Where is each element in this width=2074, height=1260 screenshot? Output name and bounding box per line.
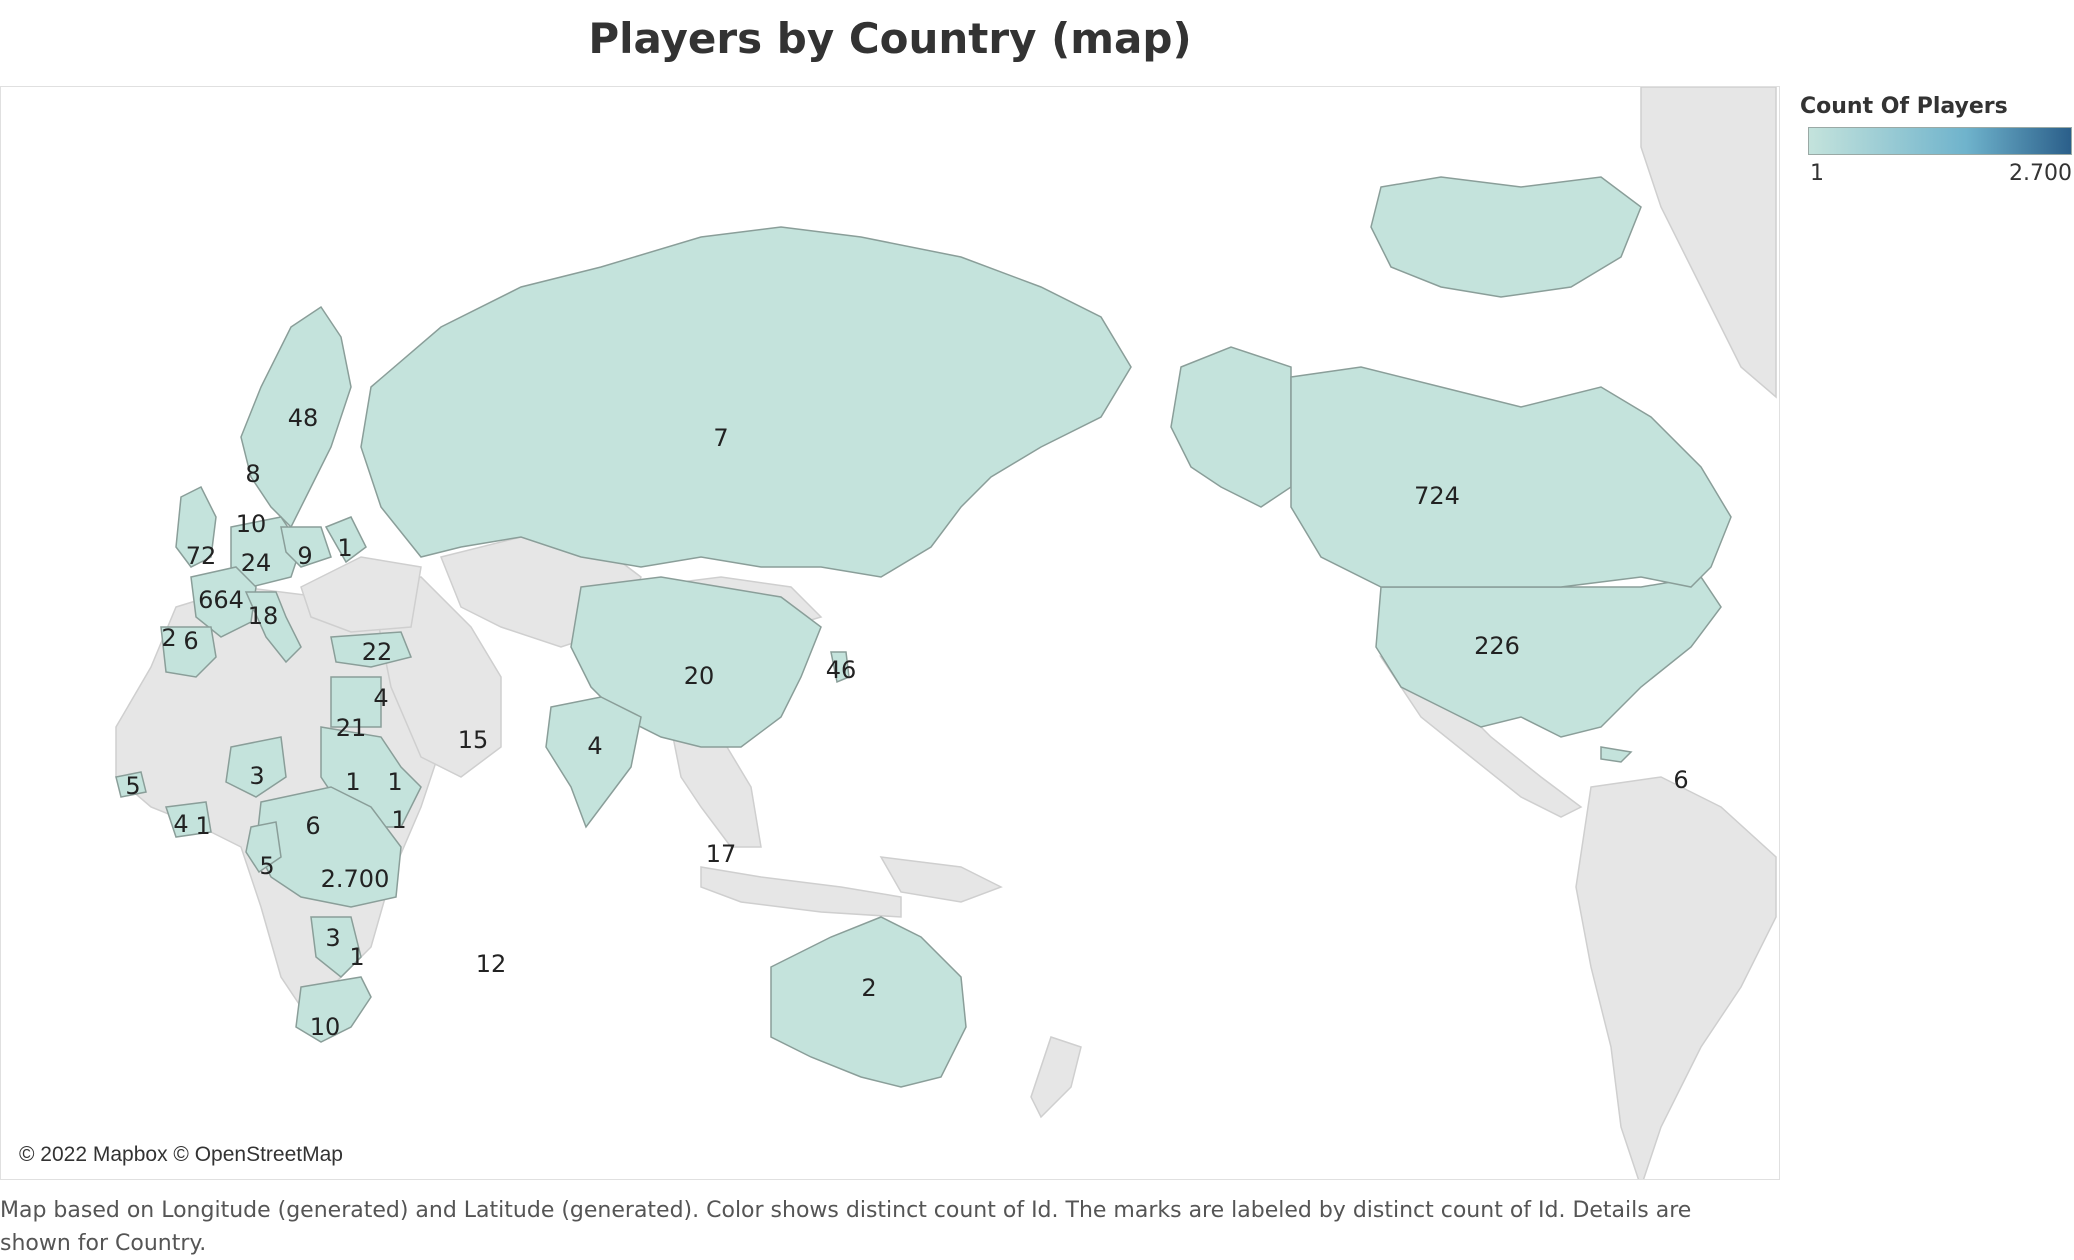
label-spain: 6 [183, 627, 198, 655]
chart-title: Players by Country (map) [588, 14, 1192, 63]
label-germany: 24 [241, 549, 272, 577]
land-indonesia-bg [700, 866, 902, 918]
country-russia[interactable] [360, 226, 1132, 578]
country-poland[interactable] [280, 526, 332, 568]
country-iberia[interactable] [160, 626, 217, 678]
label-ethiopia: 1 [391, 806, 406, 834]
label-turkey: 22 [362, 638, 393, 666]
label-uk: 72 [186, 542, 217, 570]
country-south-africa[interactable] [295, 976, 372, 1043]
label-china: 20 [684, 662, 715, 690]
country-alaska[interactable] [1170, 346, 1292, 508]
data-countries[interactable] [115, 176, 1732, 1088]
label-poland: 9 [297, 542, 312, 570]
legend-title: Count Of Players [1800, 94, 2008, 119]
country-italy-switzerland[interactable] [244, 591, 302, 664]
label-norway: 8 [245, 460, 260, 488]
label-caribbean: 6 [1673, 766, 1688, 794]
label-sudan: 1 [345, 768, 360, 796]
label-india: 4 [587, 732, 602, 760]
country-baltic[interactable] [324, 516, 367, 564]
land-greenland-bg [1640, 87, 1777, 399]
label-zambia: 3 [325, 924, 340, 952]
label-zimbabwe: 1 [349, 943, 364, 971]
country-zambia-zimbabwe[interactable] [310, 916, 362, 979]
label-korea: 46 [826, 656, 857, 684]
label-france: 664 [198, 586, 244, 614]
label-portugal: 2 [161, 624, 176, 652]
label-denmark: 10 [236, 510, 267, 538]
label-togo: 1 [195, 812, 210, 840]
label-ghana: 4 [173, 810, 188, 838]
label-italy: 18 [248, 602, 279, 630]
label-car: 6 [305, 812, 320, 840]
label-baltic: 1 [337, 534, 352, 562]
country-caribbean[interactable] [1600, 746, 1633, 763]
country-china[interactable] [570, 576, 822, 748]
legend-min-label: 1 [1810, 161, 1824, 186]
map-attribution[interactable]: © 2022 Mapbox © OpenStreetMap [11, 1139, 351, 1171]
country-australia[interactable] [770, 916, 967, 1088]
land-papua-bg [879, 856, 1003, 903]
label-senegal: 5 [125, 772, 140, 800]
country-senegal[interactable] [115, 771, 147, 798]
country-turkey[interactable] [330, 631, 413, 668]
country-france[interactable] [190, 566, 257, 638]
country-cameroon-gabon[interactable] [245, 821, 282, 874]
legend-ticks: 1 2.700 [1800, 161, 2072, 191]
label-nigeria: 3 [249, 762, 264, 790]
label-egypt: 21 [336, 714, 367, 742]
label-scandinavia: 48 [288, 404, 319, 432]
country-india[interactable] [545, 696, 642, 829]
country-scandinavia[interactable] [240, 305, 352, 529]
color-legend: Count Of Players 1 2.700 [1800, 94, 2072, 204]
land-new-zealand-bg [1030, 1036, 1082, 1119]
world-map[interactable]: 48 8 10 72 24 9 1 664 18 2 6 22 7 20 46 … [1, 87, 1779, 1179]
label-russia: 7 [713, 424, 728, 452]
label-middle-east: 4 [373, 684, 388, 712]
country-uk[interactable] [175, 485, 217, 568]
land-south-america-bg [1575, 776, 1777, 1179]
label-mauritius: 12 [476, 950, 507, 978]
country-west-africa[interactable] [164, 801, 212, 838]
map-labels: 48 8 10 72 24 9 1 664 18 2 6 22 7 20 46 … [125, 404, 1688, 1041]
land-east-europe-bg [300, 556, 422, 633]
country-korea[interactable] [830, 651, 850, 684]
label-indonesia: 17 [706, 840, 737, 868]
legend-max-label: 2.700 [2009, 161, 2072, 186]
label-gabon: 5 [259, 852, 274, 880]
label-south-africa: 10 [310, 1013, 341, 1041]
country-usa[interactable] [1375, 576, 1722, 738]
label-eritrea: 1 [387, 768, 402, 796]
country-canada-arctic[interactable] [1370, 176, 1642, 298]
map-area[interactable]: 48 8 10 72 24 9 1 664 18 2 6 22 7 20 46 … [0, 86, 1780, 1180]
legend-gradient [1808, 127, 2072, 155]
label-australia: 2 [861, 974, 876, 1002]
label-arabia: 15 [458, 726, 489, 754]
label-usa: 226 [1474, 632, 1520, 660]
label-canada: 724 [1414, 482, 1460, 510]
label-drc: 2.700 [321, 865, 390, 893]
country-nigeria[interactable] [225, 736, 287, 798]
map-caption: Map based on Longitude (generated) and L… [0, 1198, 1692, 1256]
country-egypt[interactable] [330, 676, 382, 728]
country-canada[interactable] [1290, 366, 1732, 588]
